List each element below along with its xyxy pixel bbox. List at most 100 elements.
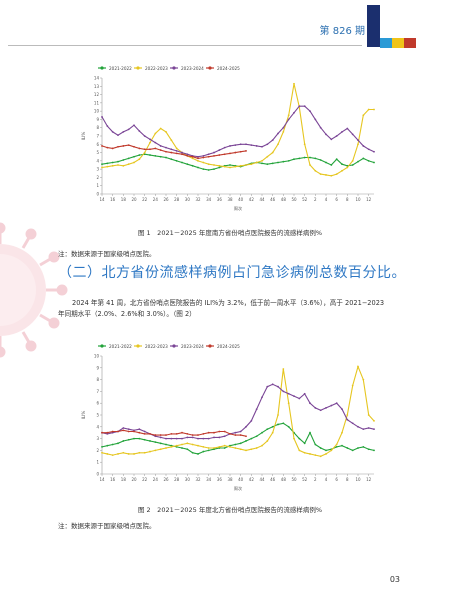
- data-point-2024-2025: [170, 432, 173, 435]
- data-point-2023-2024: [181, 151, 183, 154]
- data-point-2021-2022: [154, 154, 157, 157]
- data-point-2021-2022: [325, 449, 327, 452]
- data-point-2024-2025: [218, 430, 221, 433]
- data-point-2022-2023: [223, 165, 226, 168]
- y-tick-label: 5: [96, 150, 99, 155]
- data-point-2022-2023: [223, 444, 226, 447]
- x-tick-label: 12: [366, 197, 372, 202]
- data-point-2023-2024: [287, 392, 290, 395]
- data-point-2022-2023: [255, 447, 258, 449]
- data-point-2024-2025: [143, 148, 146, 151]
- data-point-2021-2022: [223, 447, 226, 449]
- x-tick-label: 12: [366, 477, 372, 482]
- data-point-2021-2022: [165, 156, 167, 159]
- data-point-2024-2025: [149, 148, 151, 151]
- data-point-2024-2025: [245, 435, 247, 438]
- data-point-2021-2022: [357, 447, 359, 449]
- data-point-2022-2023: [261, 444, 263, 447]
- data-point-2023-2024: [250, 144, 253, 147]
- legend-marker-2023-2024: [172, 344, 176, 348]
- data-point-2022-2023: [207, 163, 210, 166]
- data-point-2022-2023: [234, 165, 237, 168]
- data-point-2022-2023: [101, 166, 103, 169]
- data-point-2024-2025: [213, 431, 215, 434]
- data-point-2022-2023: [234, 447, 237, 449]
- data-point-2024-2025: [117, 430, 119, 433]
- y-tick-label: 1: [96, 183, 99, 188]
- data-point-2023-2024: [357, 425, 359, 428]
- data-point-2022-2023: [314, 169, 317, 172]
- data-point-2021-2022: [239, 442, 242, 445]
- data-point-2024-2025: [202, 432, 205, 435]
- y-tick-label: 14: [94, 76, 100, 81]
- data-point-2022-2023: [325, 174, 327, 176]
- data-point-2021-2022: [207, 169, 210, 171]
- legend-label-2021-2022: 2021-2022: [109, 66, 132, 71]
- data-point-2022-2023: [282, 130, 285, 133]
- data-point-2022-2023: [346, 166, 349, 169]
- data-point-2022-2023: [351, 384, 354, 387]
- data-point-2021-2022: [159, 155, 162, 158]
- data-point-2021-2022: [303, 156, 306, 159]
- data-point-2021-2022: [202, 168, 205, 171]
- data-point-2023-2024: [293, 111, 295, 114]
- data-point-2024-2025: [127, 144, 130, 147]
- data-point-2021-2022: [341, 163, 343, 166]
- data-point-2021-2022: [266, 428, 269, 431]
- data-point-2024-2025: [122, 429, 125, 432]
- data-point-2024-2025: [149, 432, 151, 435]
- data-point-2022-2023: [122, 164, 125, 167]
- x-axis-label: 周次: [234, 205, 243, 212]
- y-axis-label: ILI%: [81, 411, 86, 420]
- figure-2-note: 注：数据来源于国家级哨点医院。: [58, 522, 156, 530]
- data-point-2024-2025: [197, 157, 199, 160]
- data-point-2023-2024: [122, 130, 125, 133]
- data-point-2024-2025: [154, 434, 157, 436]
- data-point-2023-2024: [261, 396, 263, 399]
- series-line-2024-2025: [101, 144, 247, 159]
- legend-label-2024-2025: 2024-2025: [217, 66, 240, 71]
- series-line-2021-2022: [101, 153, 375, 171]
- data-point-2021-2022: [351, 164, 354, 166]
- data-point-2021-2022: [367, 159, 370, 162]
- data-point-2021-2022: [106, 162, 109, 165]
- data-point-2021-2022: [282, 422, 285, 425]
- data-point-2022-2023: [143, 451, 146, 454]
- data-point-2021-2022: [143, 438, 146, 441]
- data-point-2021-2022: [314, 157, 317, 160]
- data-point-2021-2022: [319, 447, 322, 449]
- data-point-2023-2024: [362, 145, 365, 147]
- x-tick-label: 40: [238, 477, 244, 482]
- legend-label-2022-2023: 2022-2023: [145, 344, 168, 349]
- x-tick-label: 48: [281, 197, 287, 202]
- data-point-2024-2025: [133, 145, 135, 148]
- x-tick-label: 26: [163, 197, 169, 202]
- data-point-2021-2022: [197, 166, 199, 169]
- y-axis-label: ILI%: [81, 132, 86, 141]
- x-tick-label: 24: [153, 197, 159, 202]
- data-point-2021-2022: [367, 448, 370, 451]
- legend-marker-2024-2025: [208, 66, 212, 70]
- data-point-2023-2024: [309, 110, 311, 113]
- x-tick-label: 44: [259, 477, 265, 482]
- legend-label-2024-2025: 2024-2025: [217, 344, 240, 349]
- x-tick-label: 18: [121, 477, 127, 482]
- data-point-2023-2024: [218, 149, 221, 151]
- data-point-2022-2023: [357, 143, 359, 146]
- data-point-2021-2022: [373, 161, 375, 164]
- data-point-2021-2022: [271, 162, 274, 165]
- data-point-2021-2022: [282, 160, 285, 163]
- data-point-2022-2023: [362, 114, 365, 117]
- data-point-2023-2024: [202, 437, 205, 440]
- data-point-2024-2025: [207, 431, 210, 434]
- x-tick-label: 38: [227, 477, 233, 482]
- data-point-2023-2024: [298, 105, 301, 108]
- data-point-2021-2022: [298, 157, 301, 160]
- data-point-2023-2024: [202, 154, 205, 157]
- x-tick-label: 32: [195, 197, 201, 202]
- y-tick-label: 8: [96, 125, 99, 130]
- x-tick-label: 32: [195, 477, 201, 482]
- data-point-2022-2023: [335, 443, 338, 446]
- data-point-2022-2023: [319, 455, 322, 458]
- data-point-2024-2025: [229, 152, 231, 155]
